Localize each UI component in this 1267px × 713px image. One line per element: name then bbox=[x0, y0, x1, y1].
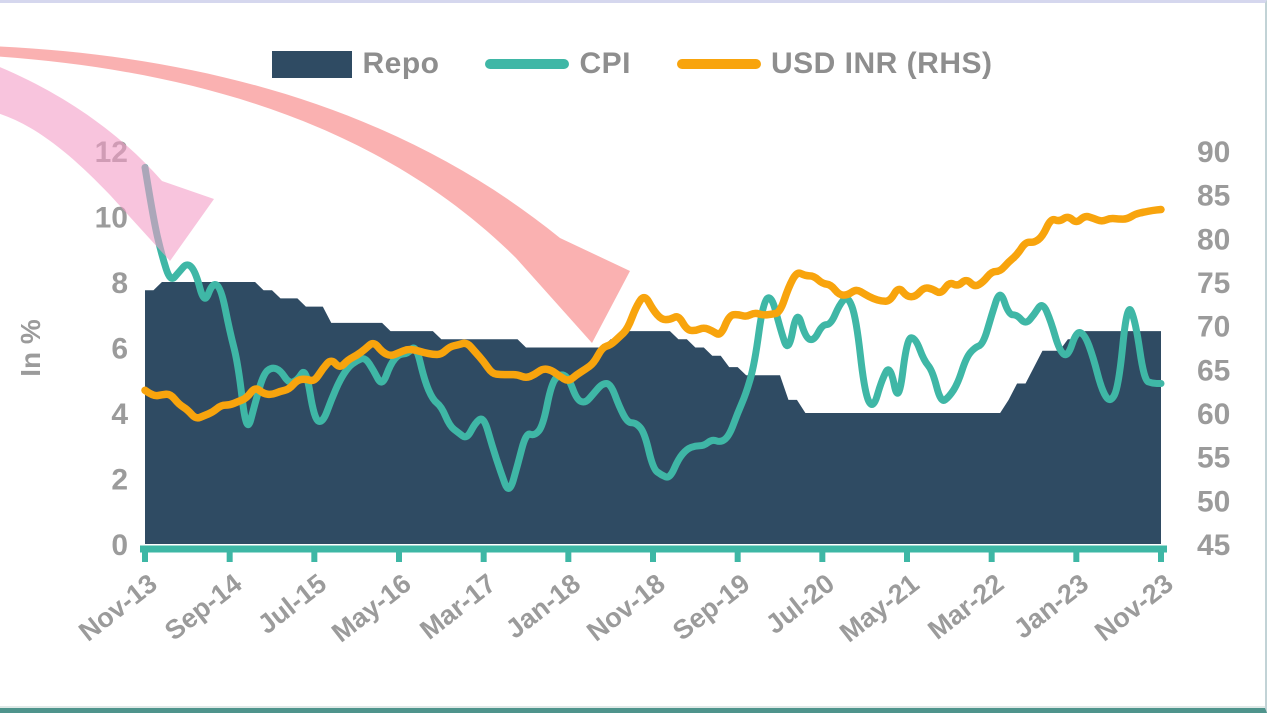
pink-down-arrow bbox=[0, 67, 214, 261]
chart-legend: Repo CPI USD INR (RHS) bbox=[0, 47, 1265, 81]
legend-item-usd-inr: USD INR (RHS) bbox=[677, 47, 993, 81]
repo-area-series bbox=[145, 282, 1161, 544]
x-tick-label: Nov-23 bbox=[1089, 568, 1178, 647]
x-tick-label: Nov-18 bbox=[581, 568, 670, 647]
x-tick-label: Jul-15 bbox=[252, 568, 332, 640]
legend-label-cpi: CPI bbox=[579, 47, 631, 80]
x-tick-label: Jan-23 bbox=[1008, 568, 1094, 644]
y-axis-title: In % bbox=[15, 319, 46, 377]
legend-item-cpi: CPI bbox=[485, 47, 631, 81]
x-tick-label: Sep-14 bbox=[159, 568, 247, 646]
x-tick-label: Jul-20 bbox=[760, 568, 840, 640]
y-left-tick-label: 8 bbox=[111, 267, 128, 300]
legend-item-repo: Repo bbox=[272, 47, 439, 81]
y-right-tick-label: 90 bbox=[1197, 136, 1230, 169]
combo-chart: In % 0 2 4 6 8 10 12 45 50 55 60 65 70 75 80 85 90 Nov-13… bbox=[0, 46, 1230, 648]
y-left-tick-label: 12 bbox=[95, 136, 128, 169]
x-tick-label: May-21 bbox=[834, 568, 925, 648]
x-tick-label: Jan-18 bbox=[500, 568, 586, 644]
y-right-tick-label: 85 bbox=[1197, 180, 1230, 213]
x-tick-label: Mar-17 bbox=[414, 568, 501, 645]
card-bottom-accent bbox=[0, 706, 1265, 708]
x-tick-label: May-16 bbox=[326, 568, 417, 648]
y-left-tick-label: 10 bbox=[95, 202, 128, 235]
legend-label-repo: Repo bbox=[362, 47, 440, 80]
y-right-tick-label: 50 bbox=[1197, 485, 1230, 518]
y-right-tick-label: 55 bbox=[1197, 442, 1230, 475]
x-tick-label: Sep-19 bbox=[667, 568, 755, 646]
y-left-tick-label: 2 bbox=[111, 464, 128, 497]
y-left-tick-label: 0 bbox=[111, 529, 128, 562]
x-tick-label: Nov-13 bbox=[73, 568, 162, 647]
y-right-tick-label: 45 bbox=[1197, 529, 1230, 562]
cpi-line-series bbox=[141, 163, 1165, 492]
y-right-tick-label: 75 bbox=[1197, 267, 1230, 300]
cpi-swatch bbox=[485, 59, 570, 69]
legend-label-usd-inr: USD INR (RHS) bbox=[771, 47, 993, 80]
usd-inr-swatch bbox=[677, 59, 761, 69]
repo-swatch bbox=[272, 50, 353, 78]
y-right-tick-label: 70 bbox=[1197, 311, 1230, 344]
y-right-tick-label: 60 bbox=[1197, 398, 1230, 431]
usd-inr-line-series bbox=[141, 205, 1165, 422]
salmon-down-arrow bbox=[0, 46, 630, 343]
y-left-tick-label: 4 bbox=[111, 398, 128, 431]
y-right-tick-label: 80 bbox=[1197, 223, 1230, 256]
y-left-tick-label: 6 bbox=[111, 333, 128, 366]
x-tick-label: Mar-22 bbox=[922, 568, 1009, 645]
y-right-tick-label: 65 bbox=[1197, 354, 1230, 387]
